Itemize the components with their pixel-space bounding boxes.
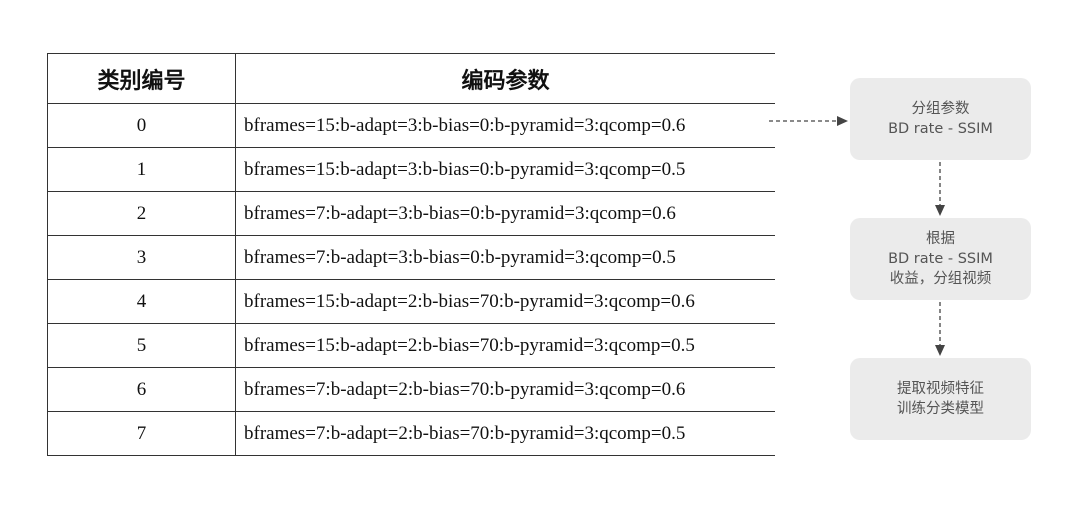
step-group-params: 分组参数 BD rate - SSIM: [850, 78, 1031, 160]
category-id: 0: [47, 103, 236, 148]
category-id: 1: [47, 147, 236, 192]
table-row: 2 bframes=7:b-adapt=3:b-bias=0:b-pyramid=…: [47, 191, 775, 236]
params: bframes=15:b-adapt=3:b-bias=0:b-pyramid=…: [235, 103, 775, 148]
encoding-params-table: 类别编号 编码参数 0 bframes=15:b-adapt=3:b-bias=0…: [47, 53, 775, 456]
table-row: 4 bframes=15:b-adapt=2:b-bias=70:b-pyrami…: [47, 279, 775, 324]
step-text: BD rate - SSIM: [888, 121, 993, 137]
step-text: 训练分类模型: [897, 401, 984, 417]
category-id: 3: [47, 235, 236, 280]
params: bframes=15:b-adapt=3:b-bias=0:b-pyramid=…: [235, 147, 775, 192]
header-category-id: 类别编号: [47, 53, 236, 104]
category-id: 7: [47, 411, 236, 456]
category-id: 4: [47, 279, 236, 324]
table-row: 1 bframes=15:b-adapt=3:b-bias=0:b-pyramid…: [47, 147, 775, 192]
step-text: 分组参数: [911, 101, 970, 117]
table-row: 0 bframes=15:b-adapt=3:b-bias=0:b-pyramid…: [47, 103, 775, 148]
step-text: 根据: [926, 231, 955, 247]
arrowhead-down-icon: [935, 345, 945, 356]
step-text: 收益，分组视频: [889, 271, 992, 287]
params: bframes=7:b-adapt=3:b-bias=0:b-pyramid=3…: [235, 191, 775, 236]
step-text: BD rate - SSIM: [888, 251, 993, 267]
table-row: 5 bframes=15:b-adapt=2:b-bias=70:b-pyrami…: [47, 323, 775, 368]
params: bframes=7:b-adapt=2:b-bias=70:b-pyramid=…: [235, 411, 775, 456]
params: bframes=15:b-adapt=2:b-bias=70:b-pyramid…: [235, 279, 775, 324]
category-id: 2: [47, 191, 236, 236]
step-text: 提取视频特征: [897, 381, 984, 397]
params: bframes=7:b-adapt=2:b-bias=70:b-pyramid=…: [235, 367, 775, 412]
arrowhead-right-icon: [837, 116, 848, 126]
header-encoding-params: 编码参数: [235, 53, 775, 104]
category-id: 5: [47, 323, 236, 368]
table-header: 类别编号 编码参数: [47, 53, 775, 104]
step-train-classifier: 提取视频特征 训练分类模型: [850, 358, 1031, 440]
table-row: 7 bframes=7:b-adapt=2:b-bias=70:b-pyramid…: [47, 411, 775, 456]
arrowhead-down-icon: [935, 205, 945, 216]
step-group-videos: 根据 BD rate - SSIM 收益，分组视频: [850, 218, 1031, 300]
table-row: 6 bframes=7:b-adapt=2:b-bias=70:b-pyramid…: [47, 367, 775, 412]
